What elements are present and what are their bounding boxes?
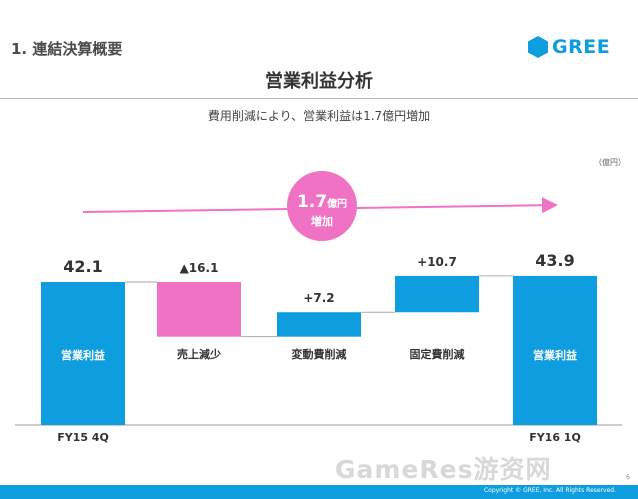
- hexagon-icon: [528, 36, 548, 58]
- callout-circle: [287, 171, 357, 241]
- copyright-text: Copyright © GREE, Inc. All Rights Reserv…: [483, 487, 616, 494]
- bar-5: [513, 275, 597, 425]
- callout-value: 1.7億円: [297, 192, 347, 212]
- page-number: 6: [626, 474, 630, 481]
- value-label-2: ▲16.1: [180, 261, 219, 275]
- category-label-3: 変動費削減: [292, 347, 347, 361]
- callout-number: 1.7: [297, 192, 327, 212]
- gree-logo: GREE: [528, 36, 610, 58]
- bar-2: [157, 282, 241, 337]
- bar-1: [41, 282, 125, 425]
- waterfall-chart: 1.7億円増加 42.1 営業利益 FY15 4Q ▲16.1 売上減少 +7.2 変動費削減…: [15, 171, 622, 444]
- watermark-text: GameRes游资网: [335, 455, 552, 484]
- category-label-1: 営業利益: [61, 348, 105, 362]
- category-label-2: 売上減少: [177, 347, 221, 361]
- callout-unit: 億円: [327, 197, 347, 210]
- value-label-4: +10.7: [417, 255, 457, 269]
- bar-4: [395, 275, 479, 313]
- category-label-4: 固定費削減: [410, 347, 465, 361]
- period-label-1: FY15 4Q: [57, 431, 109, 444]
- title-divider: [0, 98, 638, 99]
- section-title: 1. 連結決算概要: [11, 40, 123, 58]
- period-label-5: FY16 1Q: [529, 431, 581, 444]
- bar-3: [277, 312, 361, 337]
- footer-bar: Copyright © GREE, Inc. All Rights Reserv…: [0, 485, 638, 499]
- value-label-3: +7.2: [303, 291, 334, 305]
- category-label-5: 営業利益: [533, 348, 577, 362]
- page-subtitle: 費用削減により、営業利益は1.7億円増加: [207, 109, 431, 123]
- page-title: 営業利益分析: [265, 71, 373, 92]
- callout-label: 増加: [311, 214, 333, 228]
- logo-text: GREE: [552, 36, 611, 58]
- value-label-5: 43.9: [535, 251, 574, 270]
- value-label-1: 42.1: [63, 257, 102, 276]
- unit-label: （億円）: [594, 158, 626, 167]
